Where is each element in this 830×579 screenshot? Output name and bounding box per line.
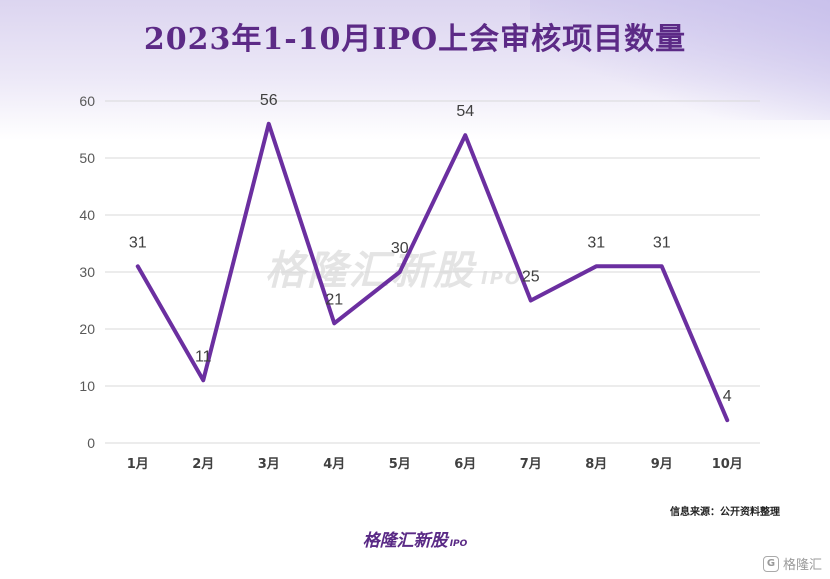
- x-tick-label: 7月: [520, 457, 542, 472]
- x-tick-label: 2月: [192, 457, 214, 472]
- y-axis-ticks: 0 10 20 30 40 50 60: [79, 93, 95, 451]
- x-tick-label: 5月: [389, 457, 411, 472]
- data-label: 21: [325, 291, 343, 308]
- y-tick-label: 60: [79, 93, 95, 109]
- data-label: 31: [129, 234, 147, 251]
- data-label: 56: [260, 92, 278, 109]
- header-corner-shade: [530, 0, 830, 120]
- x-tick-label: 6月: [454, 457, 476, 472]
- data-label: 31: [587, 234, 605, 251]
- data-label: 54: [456, 103, 474, 120]
- x-tick-label: 3月: [258, 457, 280, 472]
- y-tick-label: 40: [79, 207, 95, 223]
- data-label: 11: [195, 348, 212, 365]
- brand-logo: 格隆汇新股 IPO: [0, 526, 830, 551]
- brand-sub: IPO: [449, 539, 468, 549]
- y-tick-label: 20: [79, 321, 95, 337]
- y-tick-label: 50: [79, 150, 95, 166]
- series-line-group: [135, 121, 730, 423]
- gridlines: [105, 100, 760, 444]
- data-label: 31: [653, 234, 671, 251]
- data-label: 4: [723, 388, 732, 405]
- y-tick-label: 0: [87, 435, 95, 451]
- data-label: 25: [522, 269, 540, 286]
- x-tick-label: 1月: [127, 457, 149, 472]
- chart-title: 2023年1-10月IPO上会审核项目数量: [143, 22, 687, 57]
- brand-text: 格隆汇新股: [362, 531, 448, 551]
- x-axis-ticks: 1月 2月 3月 4月 5月 6月 7月 8月 9月 10月: [127, 457, 743, 472]
- source-note: 信息来源：公开资料整理: [670, 507, 780, 518]
- x-tick-label: 4月: [323, 457, 345, 472]
- watermark-text: 格隆汇新股: [265, 248, 475, 294]
- watermark-sub: IPO: [481, 268, 523, 289]
- x-tick-label: 9月: [651, 457, 673, 472]
- corner-logo: G 格隆汇: [762, 554, 822, 573]
- corner-logo-text: 格隆汇: [782, 558, 822, 573]
- x-tick-label: 8月: [585, 457, 607, 472]
- watermark: 格隆汇新股 IPO: [265, 238, 522, 296]
- data-label: 30: [391, 240, 409, 257]
- y-tick-label: 30: [79, 264, 95, 280]
- gelonghui-logo-icon: G: [762, 555, 779, 572]
- data-labels: 31 11 56 21 30 54 25 31 31 4: [129, 92, 732, 405]
- x-tick-label: 10月: [712, 457, 743, 472]
- series-line: [135, 121, 730, 423]
- y-tick-label: 10: [79, 378, 95, 394]
